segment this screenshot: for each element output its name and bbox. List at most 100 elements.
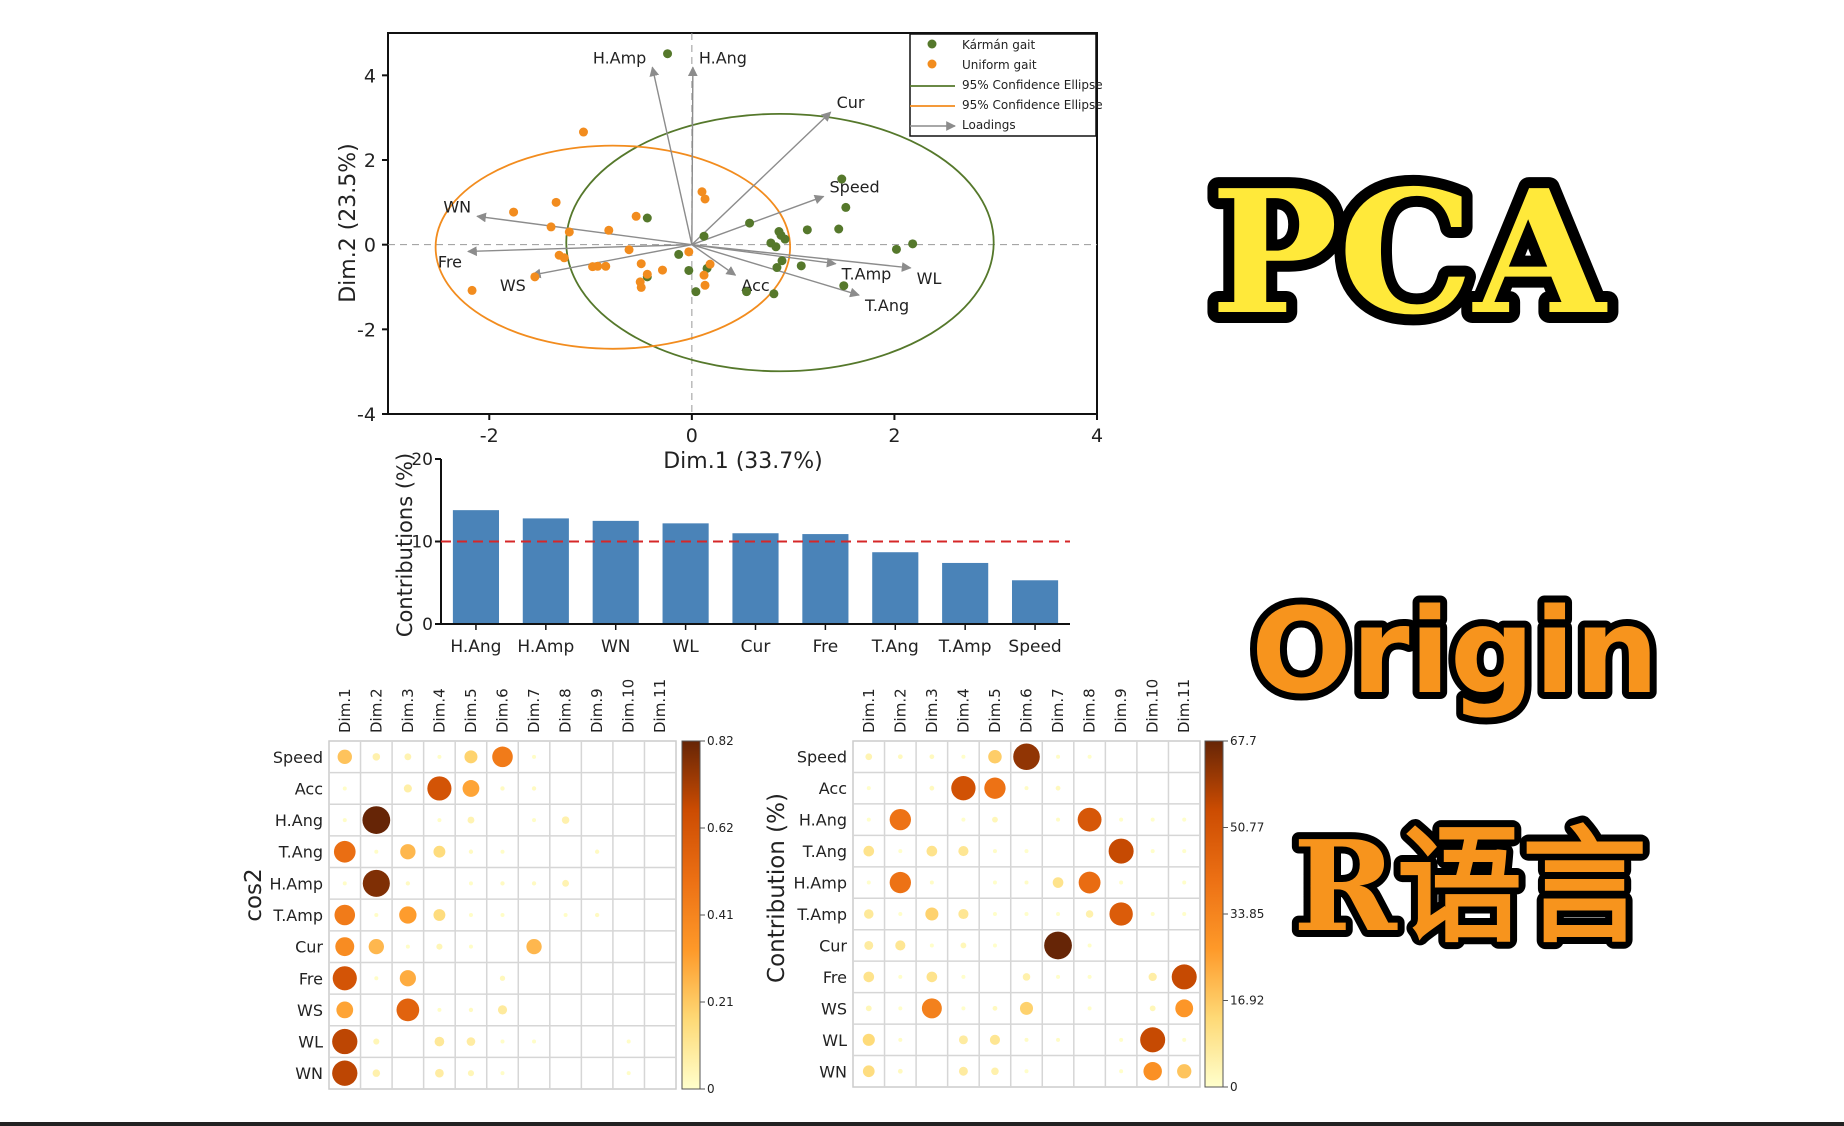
heatmap-cell-circle [332, 1028, 358, 1055]
column-label: Dim.10 [1144, 679, 1162, 733]
heatmap-cell-circle [500, 913, 505, 917]
karman-gait-point [745, 218, 755, 228]
column-label: Dim.10 [620, 679, 638, 733]
heatmap-cell-circle [929, 754, 935, 760]
heatmap-cell-circle [404, 753, 412, 761]
origin-title: Origin [1251, 582, 1659, 720]
karman-gait-point [642, 213, 652, 223]
heatmap-cell-circle [929, 785, 935, 791]
heatmap-cell-circle [532, 1039, 537, 1044]
heatmap-cell-circle [992, 849, 997, 854]
heatmap-cell-circle [992, 912, 997, 916]
heatmap-cell-circle [433, 909, 446, 921]
heatmap-cell-circle [898, 1037, 903, 1042]
category-label: WN [601, 637, 631, 657]
uniform-gait-point [657, 265, 667, 275]
heatmap-cell-circle [1108, 838, 1134, 864]
legend-entry: 95% Confidence Ellipse [962, 98, 1103, 112]
heatmap-cell-circle [1171, 964, 1197, 990]
heatmap-cell-circle [373, 1038, 380, 1045]
colorbar-tick-label: 0.82 [707, 734, 734, 748]
heatmap-cell-circle [862, 1065, 875, 1078]
heatmap-cell-circle [1175, 999, 1194, 1018]
row-label: WN [295, 1064, 323, 1083]
uniform-gait-point [530, 272, 540, 282]
colorbar-tick-label: 0 [707, 1082, 715, 1096]
category-label: WL [672, 637, 699, 657]
bar [872, 552, 919, 624]
uniform-gait-point [700, 194, 710, 204]
y-axis-label: Contributions (%) [393, 453, 417, 637]
heatmap-cell-circle [427, 776, 452, 801]
loading-arrow [476, 212, 692, 246]
heatmap-cell-circle [372, 1069, 381, 1077]
karman-gait-point [771, 242, 781, 252]
heatmap-cell-circle [929, 943, 934, 948]
heatmap-cell-circle [925, 907, 939, 921]
heatmap-cell-circle [531, 881, 537, 886]
category-label: Fre [813, 637, 839, 657]
heatmap-cell-circle [1119, 817, 1124, 822]
uniform-gait-point [699, 270, 709, 280]
heatmap-cell-circle [1013, 743, 1040, 771]
y-axis-label: Contribution (%) [764, 793, 790, 983]
heatmap-cell-circle [988, 749, 1002, 764]
heatmap-cell-circle [1022, 973, 1031, 981]
heatmap-cell-circle [405, 881, 411, 886]
heatmap-cell-circle [1087, 754, 1092, 759]
heatmap-cell-circle [462, 780, 480, 797]
uniform-gait-point [593, 261, 603, 271]
heatmap-cell-circle [960, 942, 967, 949]
karman-gait-point [839, 281, 849, 291]
loading-label: WL [917, 269, 942, 288]
heatmap-cell-circle [862, 1033, 875, 1046]
heatmap-cell-circle [1087, 1006, 1092, 1011]
heatmap-cell-circle [492, 746, 513, 768]
heatmap-cell-circle [958, 846, 969, 857]
karman-gait-point [796, 261, 806, 271]
category-label: Cur [741, 637, 771, 657]
loading-arrow [691, 111, 832, 246]
category-label: T.Ang [871, 637, 919, 657]
legend-box [909, 33, 1097, 137]
row-label: WN [819, 1062, 847, 1081]
heatmap-cell-circle [336, 1001, 354, 1019]
column-label: Dim.1 [336, 688, 354, 733]
column-label: Dim.3 [399, 688, 417, 733]
column-label: Dim.1 [860, 688, 878, 733]
bar [662, 523, 709, 624]
heatmap-cell-circle [405, 944, 410, 949]
colorbar-tick-label: 0 [1230, 1080, 1238, 1094]
loading-label: WS [500, 276, 526, 295]
heatmap-cell-circle [436, 943, 443, 950]
heatmap-cell-circle [1150, 849, 1155, 854]
column-label: Dim.3 [923, 688, 941, 733]
row-label: Speed [273, 748, 323, 767]
loading-label: H.Amp [593, 48, 647, 67]
colorbar-tick-label: 16.92 [1230, 994, 1264, 1008]
heatmap-cell-circle [626, 1039, 631, 1044]
uniform-gait-point [700, 280, 710, 290]
heatmap-cell-circle [500, 849, 505, 854]
heatmap-cell-circle [1119, 1069, 1124, 1074]
row-label: H.Amp [793, 874, 847, 893]
bar [802, 534, 849, 624]
heatmap-cell-circle [437, 1007, 442, 1012]
karman-gait-point [837, 174, 847, 184]
r-language-title: R语言 [1293, 814, 1647, 960]
heatmap-cell-circle [626, 1071, 631, 1076]
heatmap-cell-circle [1078, 871, 1101, 894]
heatmap-cell-circle [1055, 785, 1061, 791]
cos2-heatmap: Dim.1 Dim.2 Dim.3 Dim.4 Dim.5 Dim.6 Dim.7 Dim.8… [241, 679, 734, 1096]
heatmap-cell-circle [961, 974, 966, 979]
heatmap-cell-circle [435, 1068, 444, 1078]
heatmap-cell-circle [433, 845, 446, 858]
row-label: Cur [295, 938, 323, 957]
heatmap-cell-circle [437, 818, 442, 823]
y-tick-label: 10 [411, 533, 433, 553]
heatmap-cell-circle [332, 1060, 358, 1086]
karman-gait-point [908, 239, 918, 249]
uniform-gait-point [631, 211, 641, 221]
row-label: H.Amp [269, 874, 323, 893]
karman-gait-point [772, 263, 782, 273]
